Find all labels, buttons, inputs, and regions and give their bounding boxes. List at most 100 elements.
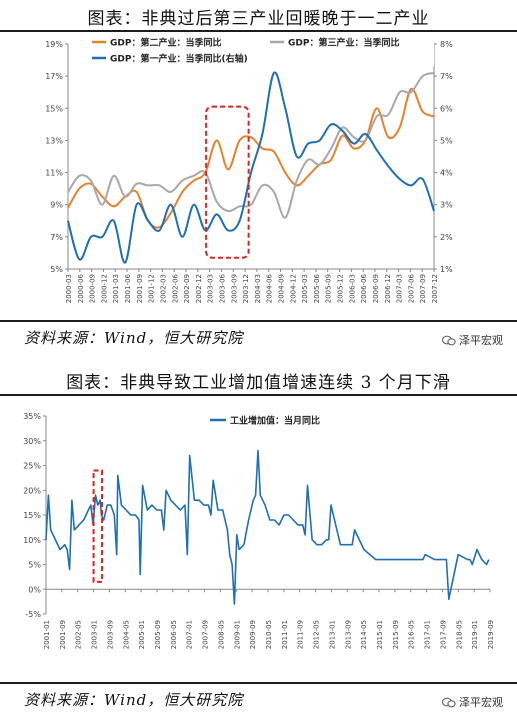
legend-background xyxy=(86,34,434,66)
x-tick-label: 2006-06 xyxy=(360,273,368,303)
wechat-icon xyxy=(442,697,456,707)
x-tick-label: 2007-09 xyxy=(419,274,427,303)
x-tick-label: 2006-03 xyxy=(348,274,356,303)
x-tick-label: 2000-03 xyxy=(65,274,73,303)
x-tick-label: 2006-09 xyxy=(372,274,380,303)
y-right-tick-label: 8% xyxy=(440,40,453,49)
chart2-svg: -5% 0% 5% 10% 15% 20% 25% 30% 35% 2001-01 2001-09 2… xyxy=(23,412,495,649)
highlight-box-2003 xyxy=(205,105,250,259)
x-tick-label: 2011-09 xyxy=(297,620,305,649)
x-tick-label: 2001-01 xyxy=(43,620,51,649)
chart1-container: 5% 7% 9% 11% 13% 15% 17% 19% 1% 2% 3% 4% 5% 6% 7% 8% 200… xyxy=(0,32,517,317)
x-tick-label: 2012-05 xyxy=(313,620,321,649)
brand-logo-2: 泽平宏观 xyxy=(442,694,503,710)
x-tick-label: 2011-01 xyxy=(281,620,289,649)
x-tick-label: 2015-09 xyxy=(392,620,400,649)
x-tick-label: 2015-01 xyxy=(376,620,384,649)
y-left-tick-label: 15% xyxy=(45,104,63,113)
x-tick-label: 2002-09 xyxy=(183,274,191,303)
legend-label: GDP：第一产业：当季同比(右轴) xyxy=(110,53,248,65)
x-tick-label: 2003-09 xyxy=(106,620,114,649)
source1-text: 资料来源：Wind，恒大研究院 xyxy=(24,329,244,347)
y-tick-label: 10% xyxy=(23,536,41,545)
x-tick-label: 2014-05 xyxy=(360,620,368,649)
y-left-tick-label: 17% xyxy=(45,72,63,81)
legend-label: 工业增加值：当月同比 xyxy=(230,415,320,427)
x-tick-label: 2005-09 xyxy=(154,620,162,649)
second-industry-line xyxy=(67,87,435,229)
x-tick-label: 2003-01 xyxy=(91,620,99,649)
x-tick-label: 2019-01 xyxy=(471,620,479,649)
x-tick-label: 2005-12 xyxy=(337,274,345,303)
y-tick-label: 20% xyxy=(23,486,41,495)
x-tick-label: 2003-06 xyxy=(218,273,226,303)
x-tick-label: 2003-03 xyxy=(207,274,215,303)
title1-rule xyxy=(0,30,517,32)
y-right-tick-label: 7% xyxy=(440,72,453,81)
y-tick-label: 35% xyxy=(23,412,41,421)
y-tick-label: 25% xyxy=(23,462,41,471)
x-tick-label: 2007-01 xyxy=(186,620,194,649)
y-right-tick-label: 5% xyxy=(440,136,453,145)
tertiary-industry-line xyxy=(67,71,435,219)
y-right-tick-label: 3% xyxy=(440,201,453,210)
x-tick-label: 2001-09 xyxy=(59,620,67,649)
title2-rule xyxy=(0,394,517,396)
y-right-tick-label: 1% xyxy=(440,265,453,274)
x-tick-label: 2016-05 xyxy=(408,620,416,649)
x-tick-label: 2002-12 xyxy=(195,274,203,303)
x-tick-label: 2004-05 xyxy=(122,620,130,649)
y-tick-label: -5% xyxy=(25,610,41,619)
chart2-container: -5% 0% 5% 10% 15% 20% 25% 30% 35% 2001-01 2001-09 2… xyxy=(0,402,517,682)
y-right-tick-label: 4% xyxy=(440,169,453,178)
y-left-tick-label: 13% xyxy=(45,136,63,145)
x-tick-label: 2007-06 xyxy=(407,273,415,303)
brand-name-2: 泽平宏观 xyxy=(459,696,503,709)
source1-rule xyxy=(0,320,517,322)
x-tick-label: 2005-09 xyxy=(325,274,333,303)
chart2-title: 图表：非典导致工业增加值增速连续 3 个月下滑 xyxy=(66,373,451,393)
x-tick-label: 2002-03 xyxy=(159,274,167,303)
x-tick-label: 2000-09 xyxy=(89,274,97,303)
source2-text: 资料来源：Wind，恒大研究院 xyxy=(24,691,244,709)
y-tick-label: 30% xyxy=(23,437,41,446)
y-left-tick-label: 5% xyxy=(50,265,63,274)
y-left-tick-label: 11% xyxy=(45,169,63,178)
legend-label: GDP：第二产业：当季同比 xyxy=(110,37,221,49)
x-tick-label: 2005-01 xyxy=(138,620,146,649)
x-tick-label: 2000-06 xyxy=(77,273,85,303)
x-tick-label: 2009-01 xyxy=(233,620,241,649)
x-tick-label: 2019-09 xyxy=(487,620,495,649)
x-tick-label: 2004-12 xyxy=(289,274,297,303)
x-tick-label: 2005-03 xyxy=(301,274,309,303)
x-tick-label: 2003-09 xyxy=(230,274,238,303)
x-tick-label: 2004-09 xyxy=(278,274,286,303)
chart1-svg: 5% 7% 9% 11% 13% 15% 17% 19% 1% 2% 3% 4% 5% 6% 7% 8% 200… xyxy=(45,34,453,303)
x-tick-label: 2005-06 xyxy=(313,273,321,303)
x-tick-label: 2006-05 xyxy=(170,620,178,649)
brand-name-1: 泽平宏观 xyxy=(459,334,503,347)
legend-label: GDP：第三产业：当季同比 xyxy=(288,37,399,49)
x-tick-label: 2009-09 xyxy=(249,620,257,649)
x-tick-label: 2010-05 xyxy=(265,620,273,649)
y-left-tick-label: 19% xyxy=(45,40,63,49)
x-tick-label: 2007-09 xyxy=(202,620,210,649)
x-tick-label: 2000-12 xyxy=(100,274,108,303)
x-tick-label: 2001-03 xyxy=(112,274,120,303)
brand-logo-1: 泽平宏观 xyxy=(442,332,503,348)
highlight-box-2003 xyxy=(92,469,104,583)
y-right-tick-label: 2% xyxy=(440,233,453,242)
x-tick-label: 2007-03 xyxy=(396,274,404,303)
y-left-tick-label: 7% xyxy=(50,233,63,242)
primary-industry-line xyxy=(67,71,435,264)
y-left-tick-label: 9% xyxy=(50,201,63,210)
x-tick-label: 2003-12 xyxy=(242,274,250,303)
x-tick-label: 2017-09 xyxy=(439,620,447,649)
x-tick-label: 2008-05 xyxy=(217,620,225,649)
legend-background xyxy=(205,412,395,428)
y-tick-label: 0% xyxy=(28,585,41,594)
x-tick-label: 2004-03 xyxy=(254,274,262,303)
x-tick-label: 2018-05 xyxy=(455,620,463,649)
x-tick-label: 2017-01 xyxy=(424,620,432,649)
industrial-value-added-line xyxy=(45,449,490,605)
